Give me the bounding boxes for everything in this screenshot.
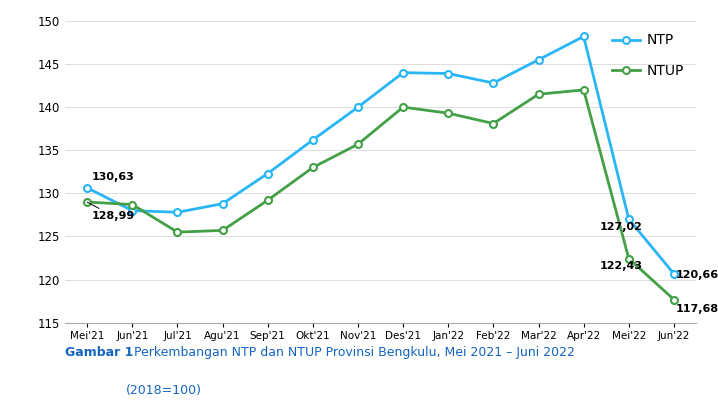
NTUP — [264, 198, 272, 203]
NTUP — [625, 256, 633, 261]
NTUP — [83, 199, 91, 204]
NTUP — [670, 297, 679, 302]
Text: Gambar 1: Gambar 1 — [65, 346, 133, 359]
NTP — [218, 201, 227, 206]
Text: 120,66: 120,66 — [676, 270, 718, 280]
Text: 122,43: 122,43 — [600, 261, 643, 271]
NTUP — [218, 228, 227, 233]
NTP — [264, 171, 272, 176]
NTP — [309, 137, 317, 142]
NTP — [579, 34, 588, 39]
NTP — [670, 272, 679, 277]
NTUP — [489, 121, 498, 126]
NTUP — [354, 142, 363, 147]
NTUP — [309, 165, 317, 170]
NTUP — [444, 111, 452, 116]
NTUP — [534, 92, 543, 97]
Legend: NTP, NTUP: NTP, NTUP — [606, 28, 689, 84]
NTP — [128, 208, 136, 213]
NTUP — [173, 230, 182, 235]
NTUP — [128, 202, 136, 207]
NTP — [354, 105, 363, 110]
NTUP — [579, 88, 588, 93]
Text: 128,99: 128,99 — [87, 202, 135, 221]
Text: 127,02: 127,02 — [600, 222, 643, 232]
Line: NTP: NTP — [84, 33, 677, 277]
Text: (2018=100): (2018=100) — [126, 384, 202, 397]
NTP — [625, 217, 633, 222]
NTP — [398, 70, 407, 75]
NTUP — [398, 105, 407, 110]
NTP — [173, 210, 182, 215]
NTP — [444, 71, 452, 76]
Text: Perkembangan NTP dan NTUP Provinsi Bengkulu, Mei 2021 – Juni 2022: Perkembangan NTP dan NTUP Provinsi Bengk… — [126, 346, 574, 359]
Text: 130,63: 130,63 — [92, 171, 134, 181]
NTP — [489, 80, 498, 85]
Line: NTUP: NTUP — [84, 86, 677, 303]
Text: 117,68: 117,68 — [676, 304, 718, 314]
NTP — [534, 57, 543, 62]
NTP — [83, 185, 91, 190]
